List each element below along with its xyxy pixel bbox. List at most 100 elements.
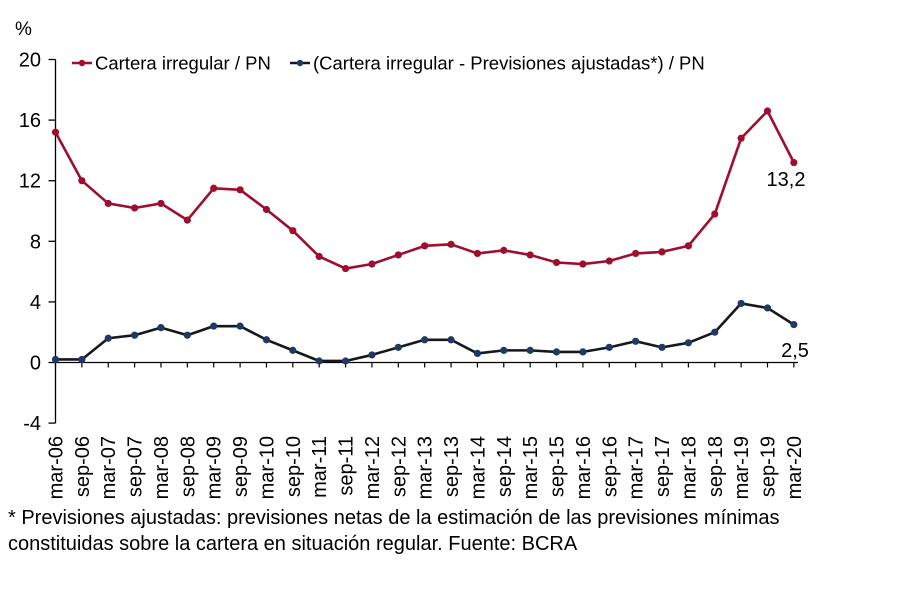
series-marker-0 bbox=[658, 248, 666, 256]
series-marker-1 bbox=[658, 343, 666, 351]
y-tick-label: 0 bbox=[30, 353, 41, 375]
series-marker-1 bbox=[262, 336, 271, 344]
footnote-line-1: * Previsiones ajustadas: previsiones net… bbox=[8, 507, 780, 529]
series-marker-1 bbox=[394, 343, 402, 351]
series-marker-1 bbox=[341, 357, 350, 365]
x-category-label: sep-10 bbox=[283, 436, 305, 497]
x-category-label: mar-20 bbox=[784, 436, 806, 499]
y-tick-label: 20 bbox=[19, 50, 41, 72]
y-tick-label: 8 bbox=[30, 231, 41, 253]
x-category-label: mar-06 bbox=[46, 436, 68, 499]
x-category-label: sep-19 bbox=[757, 436, 779, 497]
y-tick-label: 16 bbox=[19, 110, 41, 132]
series-marker-0 bbox=[684, 242, 692, 250]
x-category-label: mar-19 bbox=[731, 436, 753, 499]
series-marker-0 bbox=[711, 210, 719, 218]
series-marker-1 bbox=[711, 328, 719, 336]
series-end-label-1: 2,5 bbox=[781, 340, 809, 362]
series-marker-1 bbox=[500, 346, 508, 354]
series-marker-1 bbox=[737, 299, 745, 308]
x-category-label: mar-07 bbox=[98, 436, 120, 499]
series-marker-0 bbox=[236, 186, 244, 194]
x-category-label: mar-11 bbox=[309, 436, 331, 498]
x-category-label: mar-15 bbox=[520, 436, 542, 499]
y-tick-label: 4 bbox=[30, 292, 41, 314]
series-marker-0 bbox=[157, 199, 165, 208]
series-marker-1 bbox=[51, 355, 60, 364]
series-marker-1 bbox=[552, 348, 561, 356]
x-category-label: mar-09 bbox=[204, 436, 226, 499]
series-marker-0 bbox=[131, 204, 139, 212]
x-category-label: sep-07 bbox=[125, 436, 147, 497]
series-marker-0 bbox=[552, 258, 561, 267]
series-marker-0 bbox=[737, 134, 745, 142]
y-tick-label: 12 bbox=[19, 171, 41, 193]
series-marker-1 bbox=[131, 331, 139, 339]
legend-swatch-marker-0 bbox=[78, 59, 86, 67]
series-marker-1 bbox=[315, 357, 323, 365]
series-marker-0 bbox=[500, 246, 508, 254]
series-marker-0 bbox=[790, 158, 798, 167]
x-category-label: sep-08 bbox=[177, 436, 199, 497]
x-category-label: sep-14 bbox=[494, 436, 516, 497]
series-marker-1 bbox=[605, 343, 613, 351]
series-marker-0 bbox=[183, 216, 191, 224]
series-marker-0 bbox=[394, 251, 402, 259]
x-category-label: mar-12 bbox=[362, 436, 384, 499]
series-marker-1 bbox=[78, 355, 86, 364]
x-category-label: sep-13 bbox=[441, 436, 463, 497]
series-marker-0 bbox=[368, 260, 376, 268]
x-category-label: sep-18 bbox=[705, 436, 727, 497]
series-marker-1 bbox=[236, 322, 244, 330]
series-marker-1 bbox=[210, 322, 218, 330]
x-category-label: sep-16 bbox=[599, 436, 621, 497]
series-marker-1 bbox=[104, 334, 112, 342]
series-marker-0 bbox=[51, 128, 60, 136]
series-marker-1 bbox=[684, 339, 692, 347]
series-marker-1 bbox=[421, 336, 429, 344]
series-marker-0 bbox=[421, 242, 429, 250]
x-category-label: mar-10 bbox=[256, 436, 278, 499]
series-marker-0 bbox=[605, 257, 613, 265]
x-category-label: mar-16 bbox=[573, 436, 595, 499]
x-category-label: sep-17 bbox=[652, 436, 674, 497]
x-category-label: sep-11 bbox=[336, 436, 358, 496]
series-marker-0 bbox=[210, 184, 218, 192]
legend-label-0: Cartera irregular / PN bbox=[95, 53, 271, 74]
y-axis-unit-label: % bbox=[15, 19, 32, 40]
x-category-label: sep-15 bbox=[547, 436, 569, 497]
legend-swatch-marker-1 bbox=[296, 59, 304, 67]
legend-label-1: (Cartera irregular - Previsiones ajustad… bbox=[313, 53, 705, 74]
series-marker-0 bbox=[289, 227, 297, 235]
x-category-label: mar-08 bbox=[151, 436, 173, 499]
series-marker-1 bbox=[183, 331, 191, 339]
chart-footnote: * Previsiones ajustadas: previsiones net… bbox=[8, 505, 894, 557]
x-category-label: mar-17 bbox=[626, 436, 648, 499]
series-marker-0 bbox=[447, 240, 455, 248]
x-category-label: mar-14 bbox=[467, 436, 489, 499]
series-line-1 bbox=[54, 302, 796, 363]
x-category-label: sep-12 bbox=[388, 436, 410, 497]
series-marker-0 bbox=[632, 249, 640, 258]
series-marker-1 bbox=[579, 348, 587, 356]
footnote-line-2: constituidas sobre la cartera en situaci… bbox=[8, 533, 578, 555]
series-marker-0 bbox=[262, 205, 271, 214]
series-marker-0 bbox=[526, 251, 534, 259]
series-marker-1 bbox=[790, 321, 798, 329]
series-marker-1 bbox=[368, 351, 376, 359]
y-tick-label: -4 bbox=[23, 413, 41, 435]
series-marker-0 bbox=[104, 199, 112, 208]
series-marker-0 bbox=[473, 249, 482, 258]
series-marker-1 bbox=[526, 346, 534, 354]
series-marker-0 bbox=[341, 264, 350, 273]
series-marker-0 bbox=[78, 177, 86, 185]
x-category-label: mar-18 bbox=[678, 436, 700, 499]
x-category-label: sep-06 bbox=[72, 436, 94, 497]
x-category-label: sep-09 bbox=[230, 436, 252, 497]
series-end-label-0: 13,2 bbox=[767, 169, 806, 191]
series-marker-1 bbox=[473, 349, 482, 358]
series-marker-1 bbox=[157, 324, 165, 332]
series-marker-1 bbox=[763, 304, 772, 312]
